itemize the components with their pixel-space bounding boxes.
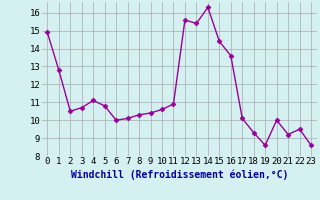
X-axis label: Windchill (Refroidissement éolien,°C): Windchill (Refroidissement éolien,°C) [70,169,288,180]
